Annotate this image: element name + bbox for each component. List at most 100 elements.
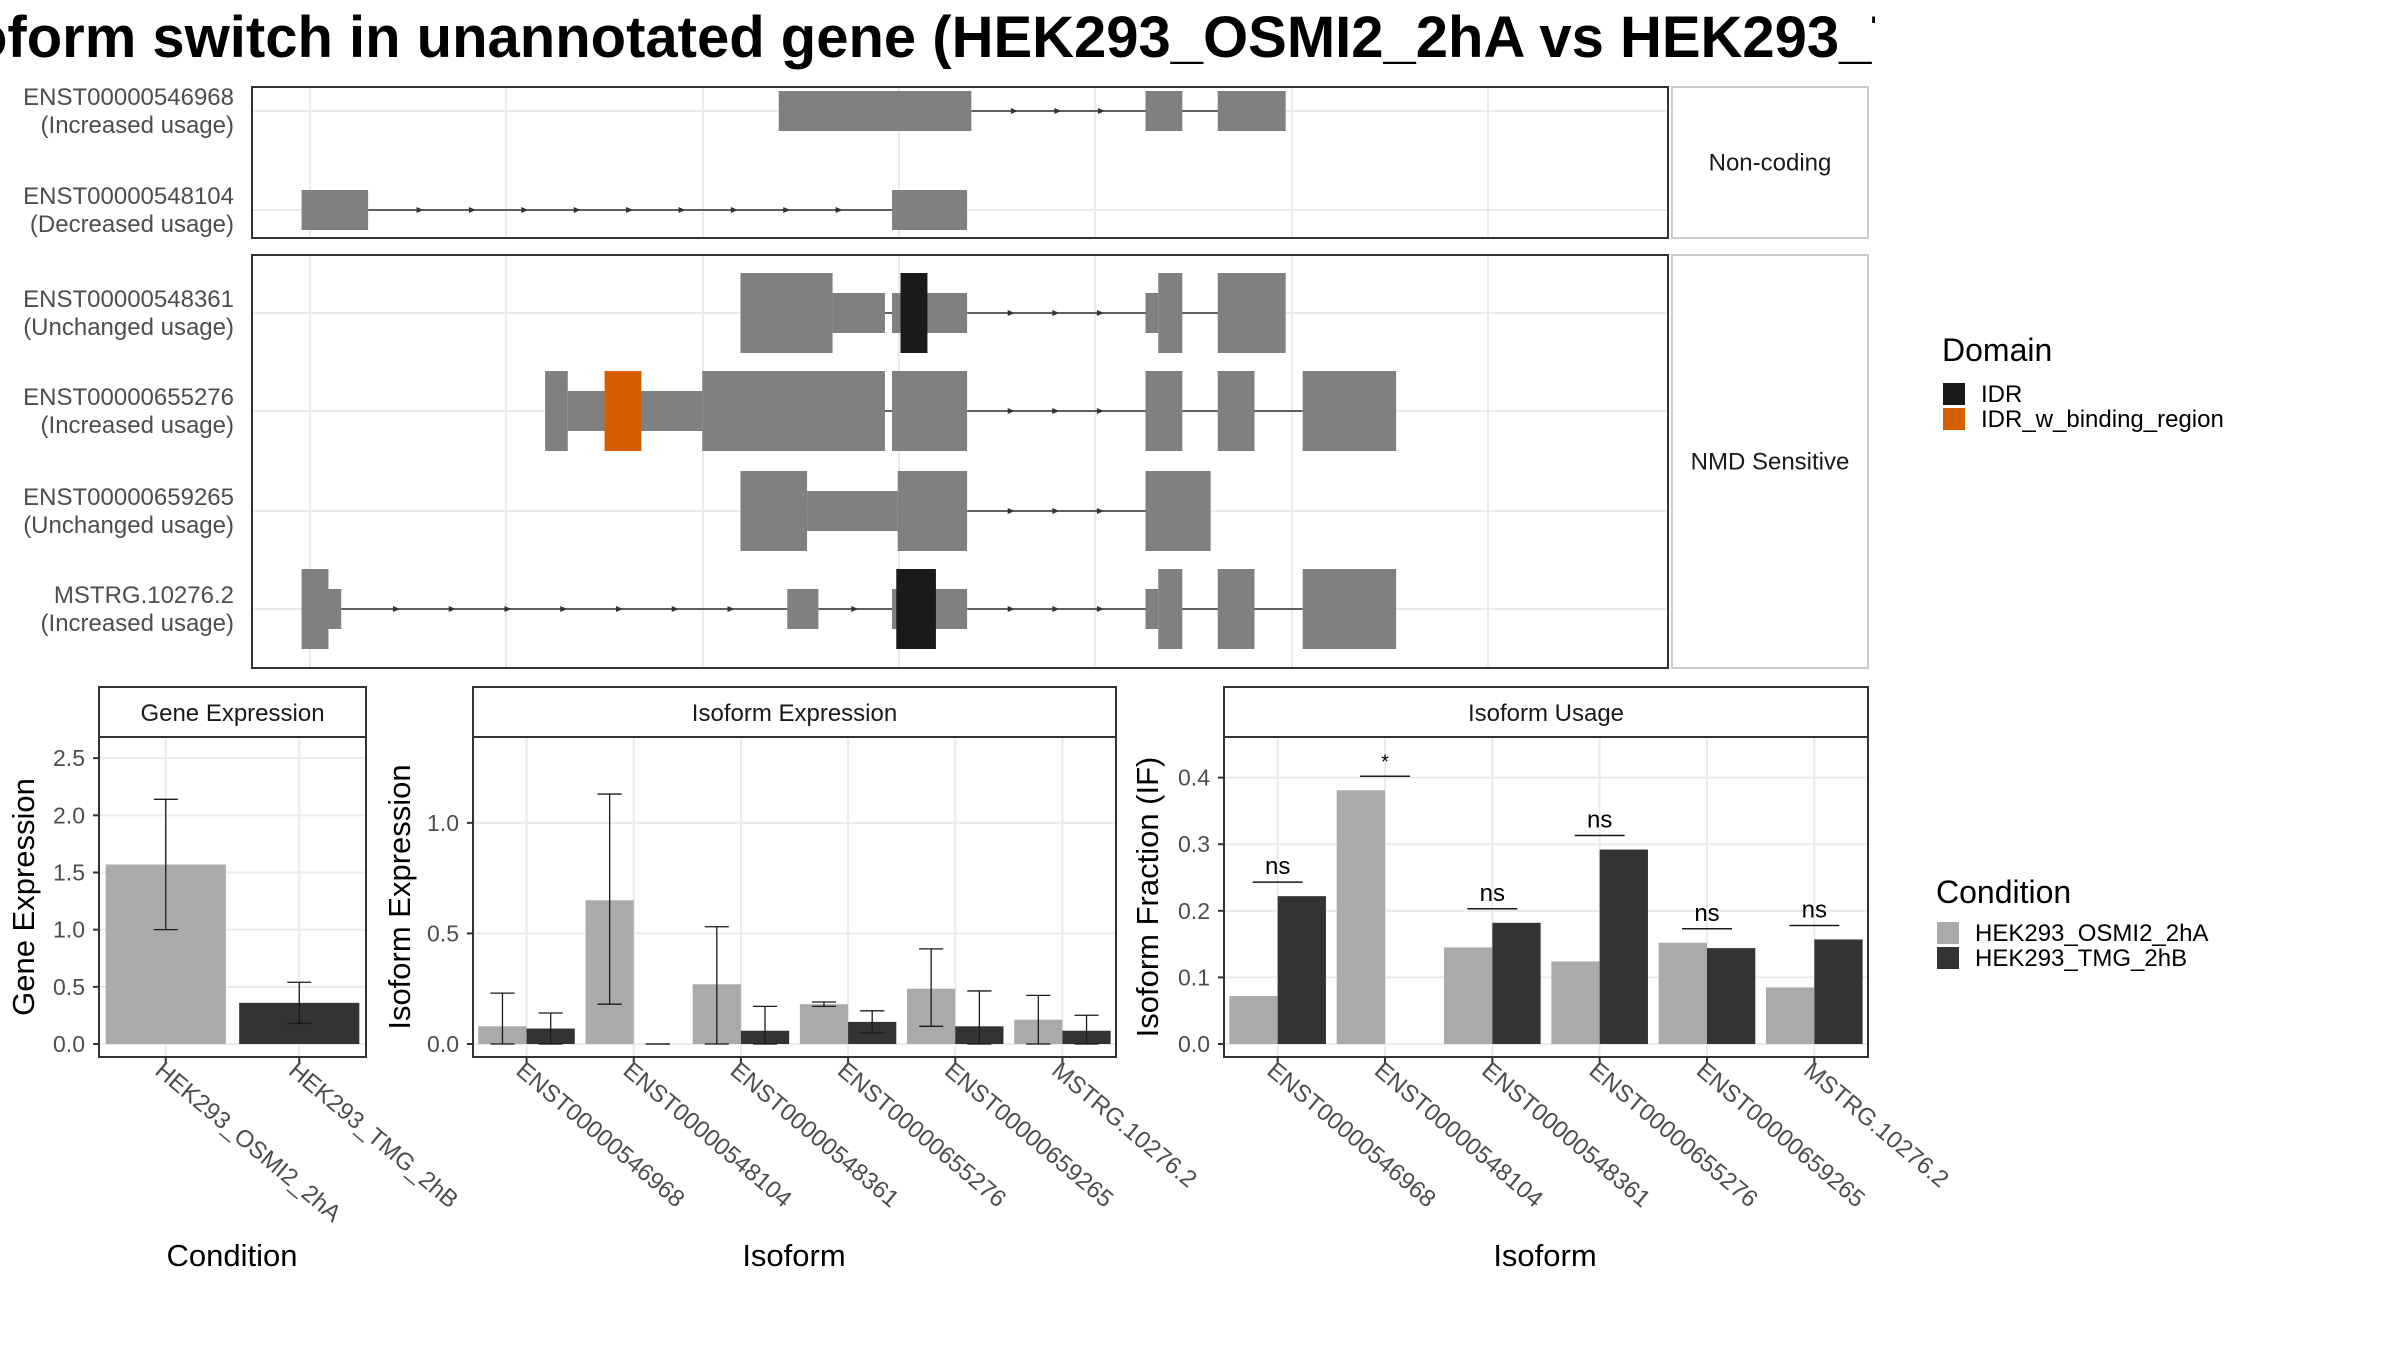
intron-arrow — [1052, 606, 1060, 612]
y-tick-label: 0.5 — [427, 920, 459, 946]
bar — [1336, 790, 1385, 1044]
chart-panel-1: Isoform Expression0.00.51.0ENST000005469… — [382, 686, 1202, 1273]
condition-legend-key — [1937, 922, 1959, 944]
exon — [807, 491, 898, 531]
y-tick-label: 0.0 — [53, 1031, 85, 1057]
chart-title: Gene Expression — [140, 700, 324, 727]
bar — [1707, 948, 1756, 1044]
intron-arrow — [1096, 508, 1104, 514]
intron-arrow — [730, 207, 738, 213]
intron-arrow — [416, 207, 424, 213]
condition-legend-label: HEK293_OSMI2_2hA — [1975, 920, 2208, 947]
facet-label: NMD Sensitive — [1691, 449, 1850, 476]
bar — [1551, 961, 1600, 1044]
intron-arrow — [1007, 408, 1015, 414]
condition-legend-key — [1937, 947, 1959, 969]
bar — [1444, 947, 1493, 1044]
intron-arrow — [835, 207, 843, 213]
exon — [1217, 569, 1255, 649]
intron-arrow — [1007, 310, 1015, 316]
transcript-usage-label: (Unchanged usage) — [23, 512, 234, 539]
chart-title: Isoform Expression — [692, 700, 897, 727]
exon — [1145, 471, 1211, 551]
y-tick-label: 1.5 — [53, 859, 85, 885]
exon — [1145, 589, 1159, 629]
domain-legend-title: Domain — [1942, 332, 2052, 368]
bar — [1229, 996, 1278, 1044]
transcript-id-label: ENST00000548361 — [23, 286, 234, 313]
intron-arrow — [1096, 310, 1104, 316]
y-tick-label: 2.0 — [53, 802, 85, 828]
exon — [301, 190, 369, 230]
exon — [1145, 91, 1183, 131]
intron-arrow — [448, 606, 456, 612]
transcript-id-label: ENST00000548104 — [23, 183, 234, 210]
y-axis-label: Gene Expression — [6, 778, 41, 1016]
significance-label: ns — [1694, 900, 1719, 927]
exon — [545, 371, 568, 451]
intron-arrow — [671, 606, 679, 612]
condition-legend-label: HEK293_TMG_2hB — [1975, 945, 2187, 972]
bar — [799, 1004, 849, 1044]
bar — [1658, 942, 1707, 1044]
significance-label: ns — [1587, 807, 1612, 834]
y-tick-label: 0.1 — [1178, 964, 1210, 990]
exon — [1158, 569, 1183, 649]
intron-arrow — [783, 207, 791, 213]
exon — [1302, 569, 1397, 649]
domain-legend-key — [1943, 383, 1965, 405]
y-tick-label: 0.0 — [1178, 1031, 1210, 1057]
domain-legend-key — [1943, 408, 1965, 430]
intron-arrow — [727, 606, 735, 612]
bar — [1766, 987, 1815, 1044]
exon — [1302, 371, 1397, 451]
y-tick-label: 0.4 — [1178, 765, 1210, 791]
exon — [702, 371, 885, 451]
structure-panel-border — [251, 254, 1669, 669]
exon — [740, 273, 833, 353]
domain-idr-w-binding-region — [604, 371, 642, 451]
transcript-id-label: ENST00000659265 — [23, 484, 234, 511]
transcript-usage-label: (Increased usage) — [41, 610, 234, 637]
intron-arrow — [678, 207, 686, 213]
chart-panel-border — [472, 736, 1117, 1058]
intron-arrow — [560, 606, 568, 612]
intron-arrow — [1010, 108, 1018, 114]
bar — [1492, 922, 1541, 1044]
exon — [328, 589, 342, 629]
intron-arrow — [1097, 108, 1105, 114]
exon — [897, 471, 968, 551]
intron-arrow — [1052, 508, 1060, 514]
x-axis-label: Isoform — [742, 1238, 845, 1273]
bar — [1814, 939, 1863, 1044]
y-tick-label: 2.5 — [53, 745, 85, 771]
intron-arrow — [1096, 606, 1104, 612]
intron-arrow — [504, 606, 512, 612]
condition-legend-title: Condition — [1936, 874, 2071, 910]
exon — [832, 293, 885, 333]
transcript-usage-label: (Unchanged usage) — [23, 314, 234, 341]
intron-arrow — [626, 207, 634, 213]
x-axis-label: Condition — [167, 1238, 298, 1273]
y-tick-label: 0.5 — [53, 974, 85, 1000]
title-container: oform switch in unannotated gene (HEK293… — [0, 0, 1875, 80]
y-tick-label: 0.3 — [1178, 831, 1210, 857]
bar — [1599, 849, 1648, 1044]
intron-arrow — [521, 207, 529, 213]
intron-arrow — [1007, 508, 1015, 514]
chart-title: Isoform Usage — [1468, 700, 1624, 727]
transcript-usage-label: (Decreased usage) — [30, 211, 234, 238]
y-tick-label: 1.0 — [427, 810, 459, 836]
intron-arrow — [573, 207, 581, 213]
facet-strip — [1671, 254, 1869, 669]
exon — [892, 371, 968, 451]
intron-arrow — [392, 606, 400, 612]
exon — [1158, 273, 1183, 353]
facet-label: Non-coding — [1709, 150, 1832, 177]
transcript-id-label: ENST00000655276 — [23, 384, 234, 411]
transcript-id-label: MSTRG.10276.2 — [54, 582, 234, 609]
chart-panel-border — [98, 736, 367, 1058]
